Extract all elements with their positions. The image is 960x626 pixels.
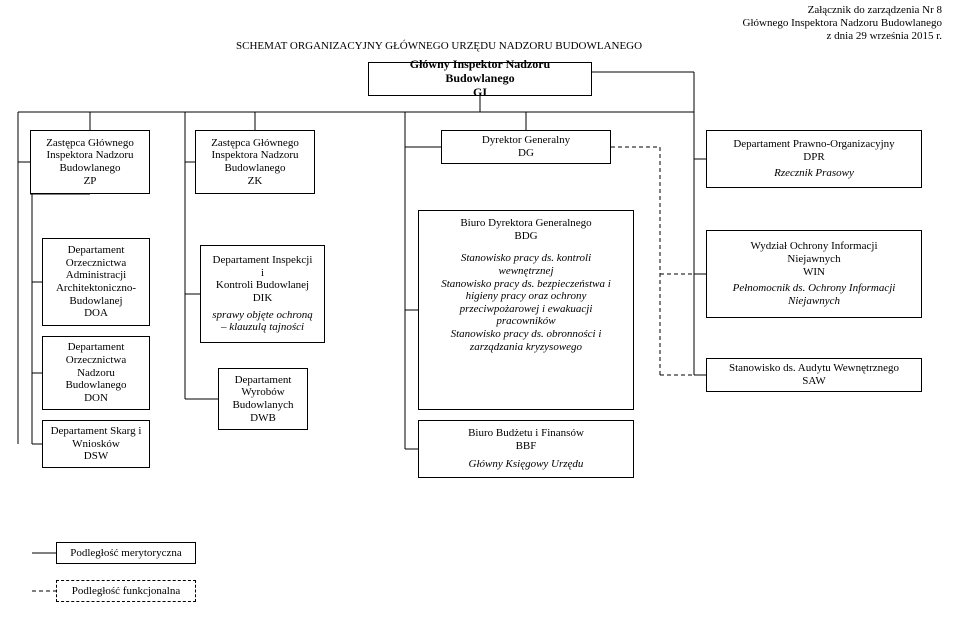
bdg-s3a: Stanowisko pracy ds. obronności i [451, 328, 602, 341]
win-l3: WIN [803, 266, 825, 279]
bdg-s3b: zarządzania kryzysowego [470, 341, 582, 354]
box-zk: Zastępca Głównego Inspektora Nadzoru Bud… [195, 130, 315, 194]
zk-l1: Zastępca Głównego [211, 137, 299, 150]
box-doa: Departament Orzecznictwa Administracji A… [42, 238, 150, 326]
schema-title-text: SCHEMAT ORGANIZACYJNY GŁÓWNEGO URZĘDU NA… [236, 40, 642, 52]
attachment-header: Załącznik do zarządzenia Nr 8 Głównego I… [743, 4, 942, 44]
legend-meryt-text: Podległość merytoryczna [70, 547, 182, 560]
doa-l4: Architektoniczno- [56, 282, 136, 295]
box-dwb: Departament Wyrobów Budowlanych DWB [218, 368, 308, 430]
zp-l1: Zastępca Głównego [46, 137, 134, 150]
box-zp: Zastępca Głównego Inspektora Nadzoru Bud… [30, 130, 150, 194]
dwb-l1: Departament [235, 374, 292, 387]
dik-l2: i [261, 267, 264, 280]
zk-l4: ZK [248, 175, 263, 188]
box-bbf: Biuro Budżetu i Finansów BBF Główny Księ… [418, 420, 634, 478]
dpr-l3: Rzecznik Prasowy [774, 167, 854, 180]
bbf-l1: Biuro Budżetu i Finansów [468, 427, 584, 440]
box-bdg: Biuro Dyrektora Generalnego BDG Stanowis… [418, 210, 634, 410]
dsw-l2: Wniosków [72, 438, 120, 451]
header-l1: Załącznik do zarządzenia Nr 8 [743, 4, 942, 17]
box-dg: Dyrektor Generalny DG [441, 130, 611, 164]
don-l2: Orzecznictwa [66, 354, 126, 367]
dik-l1: Departament Inspekcji [213, 254, 313, 267]
box-saw: Stanowisko ds. Audytu Wewnętrznego SAW [706, 358, 922, 392]
legend-funk-text: Podległość funkcjonalna [72, 585, 180, 598]
bdg-s2a: Stanowisko pracy ds. bezpieczeństwa i [441, 278, 611, 291]
gi-l2: GI [473, 86, 487, 100]
win-l4: Pełnomocnik ds. Ochrony Informacji [733, 282, 896, 295]
doa-l3: Administracji [66, 269, 127, 282]
bdg-code: BDG [514, 230, 537, 243]
don-l4: Budowlanego [65, 379, 126, 392]
dik-l4: DIK [253, 292, 273, 305]
box-win: Wydział Ochrony Informacji Niejawnych WI… [706, 230, 922, 318]
saw-l2: SAW [802, 375, 826, 388]
bdg-title: Biuro Dyrektora Generalnego [460, 217, 591, 230]
schema-title: SCHEMAT ORGANIZACYJNY GŁÓWNEGO URZĘDU NA… [236, 40, 642, 52]
bbf-l2: BBF [516, 440, 537, 453]
bdg-s2d: pracowników [496, 315, 555, 328]
bdg-s2c: przeciwpożarowej i ewakuacji [460, 303, 593, 316]
box-dik: Departament Inspekcji i Kontroli Budowla… [200, 245, 325, 343]
dwb-l3: Budowlanych [232, 399, 293, 412]
dik-l6: – klauzulą tajności [221, 321, 304, 334]
dsw-l3: DSW [84, 450, 108, 463]
bdg-s1b: wewnętrznej [499, 265, 554, 278]
doa-l5: Budowlanej [69, 295, 122, 308]
header-l2: Głównego Inspektora Nadzoru Budowlanego [743, 17, 942, 30]
bbf-l3: Główny Księgowy Urzędu [469, 458, 584, 471]
don-l1: Departament [68, 341, 125, 354]
bdg-s2b: higieny pracy oraz ochrony [466, 290, 587, 303]
dg-l2: DG [518, 147, 534, 160]
saw-l1: Stanowisko ds. Audytu Wewnętrznego [729, 362, 899, 375]
box-don: Departament Orzecznictwa Nadzoru Budowla… [42, 336, 150, 410]
doa-l2: Orzecznictwa [66, 257, 126, 270]
don-l3: Nadzoru [77, 367, 115, 380]
box-dpr: Departament Prawno-Organizacyjny DPR Rze… [706, 130, 922, 188]
don-l5: DON [84, 392, 108, 405]
dik-l3: Kontroli Budowlanej [216, 279, 309, 292]
zp-l4: ZP [84, 175, 97, 188]
win-l2: Niejawnych [787, 253, 840, 266]
doa-l6: DOA [84, 307, 108, 320]
doa-l1: Departament [68, 244, 125, 257]
gi-l1: Główny Inspektor Nadzoru Budowlanego [375, 58, 585, 86]
zp-l3: Budowlanego [59, 162, 120, 175]
legend-meryt: Podległość merytoryczna [56, 542, 196, 564]
dpr-l2: DPR [803, 151, 824, 164]
zp-l2: Inspektora Nadzoru [46, 149, 133, 162]
dik-l5: sprawy objęte ochroną [212, 309, 312, 322]
dwb-l4: DWB [250, 412, 276, 425]
legend-funk: Podległość funkcjonalna [56, 580, 196, 602]
dsw-l1: Departament Skarg i [51, 425, 142, 438]
zk-l3: Budowlanego [224, 162, 285, 175]
box-dsw: Departament Skarg i Wniosków DSW [42, 420, 150, 468]
dwb-l2: Wyrobów [241, 386, 284, 399]
win-l5: Niejawnych [788, 295, 840, 308]
bdg-s1a: Stanowisko pracy ds. kontroli [461, 252, 591, 265]
box-gi: Główny Inspektor Nadzoru Budowlanego GI [368, 62, 592, 96]
zk-l2: Inspektora Nadzoru [211, 149, 298, 162]
dg-l1: Dyrektor Generalny [482, 134, 570, 147]
header-l3: z dnia 29 września 2015 r. [743, 30, 942, 43]
win-l1: Wydział Ochrony Informacji [750, 240, 877, 253]
dpr-l1: Departament Prawno-Organizacyjny [733, 138, 894, 151]
